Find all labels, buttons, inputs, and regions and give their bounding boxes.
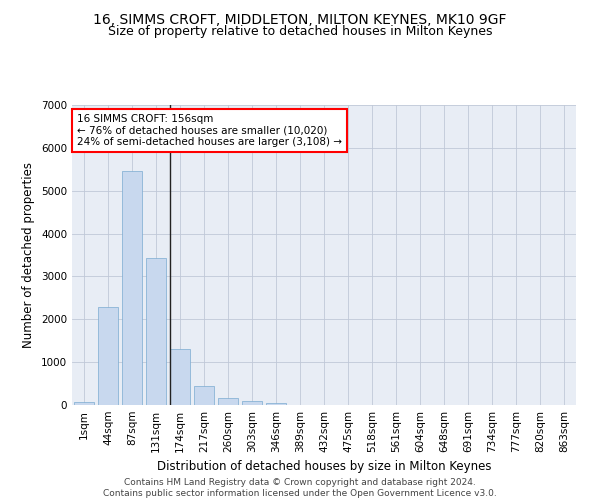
Bar xyxy=(218,398,238,405)
Text: Contains HM Land Registry data © Crown copyright and database right 2024.
Contai: Contains HM Land Registry data © Crown c… xyxy=(103,478,497,498)
Bar xyxy=(146,258,166,405)
Bar xyxy=(170,349,190,405)
Bar xyxy=(74,402,94,405)
Bar xyxy=(194,386,214,405)
Text: 16 SIMMS CROFT: 156sqm
← 76% of detached houses are smaller (10,020)
24% of semi: 16 SIMMS CROFT: 156sqm ← 76% of detached… xyxy=(77,114,342,147)
Text: Size of property relative to detached houses in Milton Keynes: Size of property relative to detached ho… xyxy=(108,25,492,38)
X-axis label: Distribution of detached houses by size in Milton Keynes: Distribution of detached houses by size … xyxy=(157,460,491,473)
Bar xyxy=(98,308,118,405)
Bar xyxy=(122,172,142,405)
Bar xyxy=(266,402,286,405)
Y-axis label: Number of detached properties: Number of detached properties xyxy=(22,162,35,348)
Text: 16, SIMMS CROFT, MIDDLETON, MILTON KEYNES, MK10 9GF: 16, SIMMS CROFT, MIDDLETON, MILTON KEYNE… xyxy=(93,12,507,26)
Bar xyxy=(242,401,262,405)
